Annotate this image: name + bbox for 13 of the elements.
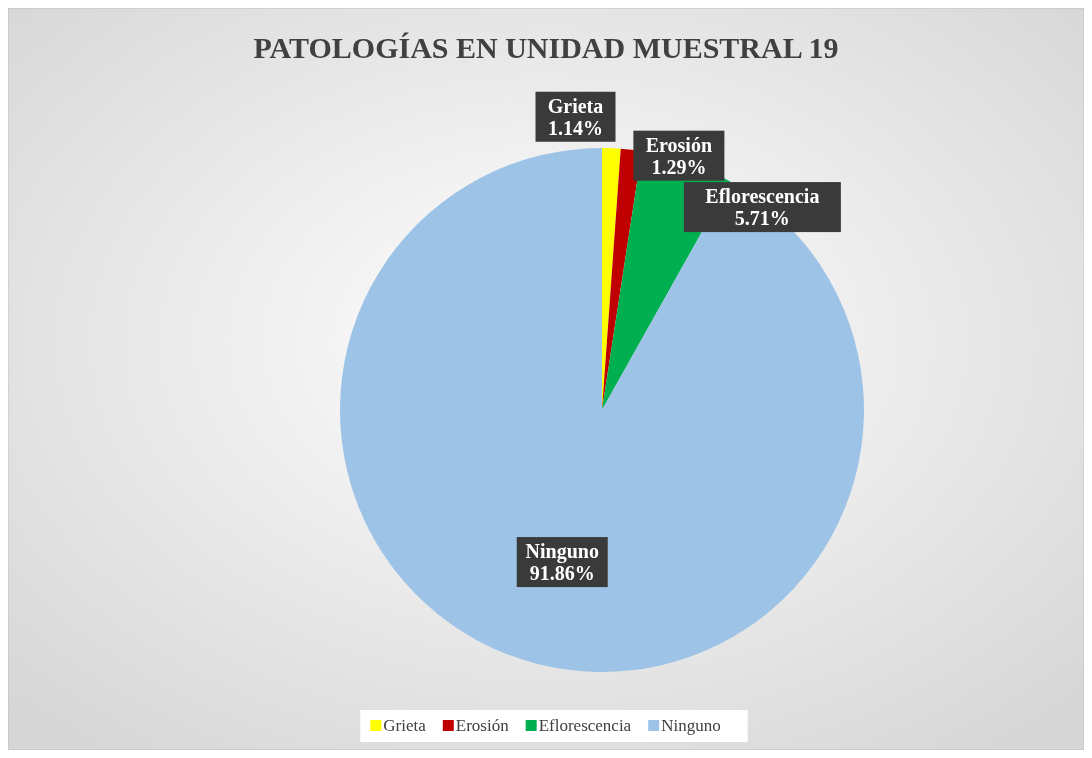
data-label: 5.71% bbox=[734, 207, 790, 230]
legend-label: Grieta bbox=[383, 716, 427, 735]
data-label: 1.14% bbox=[548, 116, 604, 139]
data-label: 91.86% bbox=[529, 562, 595, 585]
slice-label: Eflorescencia bbox=[705, 185, 820, 208]
legend-label: Erosión bbox=[455, 716, 510, 735]
slice-label: Erosión bbox=[645, 133, 713, 156]
data-label: 1.29% bbox=[651, 155, 707, 178]
chart-title: PATOLOGÍAS EN UNIDAD MUESTRAL 19 bbox=[253, 31, 839, 64]
legend-label: Eflorescencia bbox=[538, 716, 632, 735]
legend-label: Ninguno bbox=[661, 716, 721, 735]
slice-label: Grieta bbox=[547, 94, 604, 117]
slice-label: Ninguno bbox=[525, 540, 599, 564]
